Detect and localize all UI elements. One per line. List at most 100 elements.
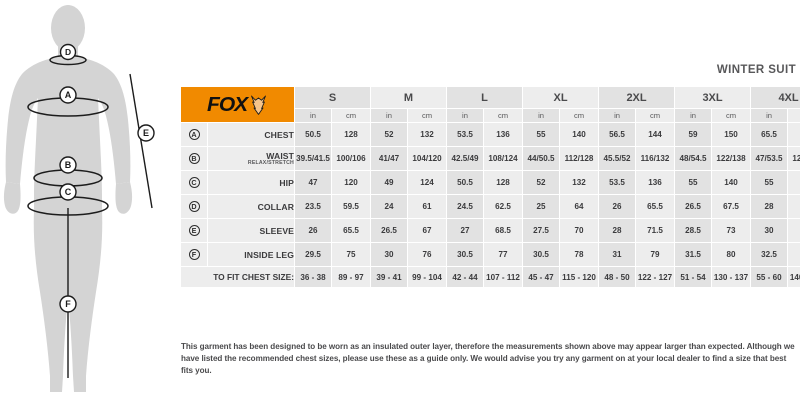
cell-hip-3xl-in: 55: [675, 171, 712, 194]
row-label-text: COLLAR: [257, 201, 294, 212]
cell-waist-s-in: 39.5/41.5: [295, 147, 331, 170]
cell-tofit-s-cm: 89 - 97: [332, 267, 370, 287]
row-marker-b: B: [181, 147, 207, 170]
row-label-text: HIP: [279, 177, 294, 188]
cell-tofit-3xl-in: 51 - 54: [675, 267, 712, 287]
size-header-m: M: [371, 87, 447, 108]
row-label-sleeve: SLEEVE: [208, 219, 294, 242]
cell-sleeve-2xl-in: 28: [599, 219, 636, 242]
svg-text:B: B: [65, 160, 72, 170]
cell-collar-2xl-in: 26: [599, 195, 636, 218]
svg-text:A: A: [65, 90, 72, 100]
row-label-text: CHEST: [264, 129, 294, 140]
cell-chest-m-cm: 132: [408, 123, 447, 146]
unit-xl-in: in: [523, 109, 560, 122]
cell-tofit-s-in: 36 - 38: [295, 267, 331, 287]
cell-hip-xl-in: 52: [523, 171, 560, 194]
cell-sleeve-4xl-cm: 76: [788, 219, 800, 242]
cell-waist-3xl-in: 48/54.5: [675, 147, 712, 170]
to-fit-chest-row: TO FIT CHEST SIZE: 36 - 38 89 - 97 39 - …: [181, 267, 800, 287]
unit-4xl-in: in: [751, 109, 788, 122]
row-label-inside-leg: INSIDE LEG: [208, 243, 294, 266]
cell-chest-m-in: 52: [371, 123, 407, 146]
cell-collar-3xl-in: 26.5: [675, 195, 712, 218]
svg-text:F: F: [65, 299, 71, 309]
cell-insideleg-xl-cm: 78: [560, 243, 599, 266]
marker-badge: F: [188, 249, 200, 260]
brand-wordmark: FOX: [207, 93, 248, 116]
cell-sleeve-l-in: 27: [447, 219, 484, 242]
unit-s-in: in: [295, 109, 331, 122]
size-header-4xl: 4XL: [751, 87, 800, 108]
cell-tofit-4xl-in: 55 - 60: [751, 267, 788, 287]
cell-insideleg-4xl-cm: 83: [788, 243, 800, 266]
unit-2xl-cm: cm: [636, 109, 675, 122]
cell-waist-s-cm: 100/106: [332, 147, 370, 170]
cell-waist-3xl-cm: 122/138: [712, 147, 751, 170]
unit-header-row: in cm in cm in cm in cm in cm in cm in c…: [181, 109, 800, 122]
row-marker-d: D: [181, 195, 207, 218]
figure-marker-D: D: [59, 43, 77, 61]
cell-insideleg-s-cm: 75: [332, 243, 370, 266]
cell-insideleg-m-in: 30: [371, 243, 407, 266]
cell-collar-s-in: 23.5: [295, 195, 331, 218]
row-label-text: WAIST: [266, 151, 294, 161]
figure-marker-E: E: [137, 124, 155, 142]
size-header-3xl: 3XL: [675, 87, 751, 108]
table-row: E SLEEVE 26 65.5 26.5 67 27 68.5 27.5 70…: [181, 219, 800, 242]
unit-m-cm: cm: [408, 109, 447, 122]
table-row: D COLLAR 23.5 59.5 24 61 24.5 62.5 25 64…: [181, 195, 800, 218]
figure-marker-F: F: [59, 295, 77, 313]
cell-chest-l-in: 53.5: [447, 123, 484, 146]
figure-marker-C: C: [59, 183, 77, 201]
size-header-2xl: 2XL: [599, 87, 675, 108]
cell-tofit-2xl-in: 48 - 50: [599, 267, 636, 287]
cell-chest-4xl-cm: 166: [788, 123, 800, 146]
unit-l-in: in: [447, 109, 484, 122]
cell-insideleg-2xl-cm: 79: [636, 243, 675, 266]
table-row: F INSIDE LEG 29.5 75 30 76 30.5 77 30.5 …: [181, 243, 800, 266]
sleeve-line: [129, 73, 153, 209]
brand-logo-cell[interactable]: FOX: [181, 87, 294, 122]
cell-chest-2xl-cm: 144: [636, 123, 675, 146]
cell-sleeve-s-cm: 65.5: [332, 219, 370, 242]
cell-waist-4xl-cm: 120/136: [788, 147, 800, 170]
cell-tofit-xl-in: 45 - 47: [523, 267, 560, 287]
cell-chest-3xl-in: 59: [675, 123, 712, 146]
cell-hip-m-in: 49: [371, 171, 407, 194]
unit-xl-cm: cm: [560, 109, 599, 122]
table-header: FOX S M L XL 2XL 3XL 4XL in: [181, 87, 800, 122]
figure-marker-badges: D A E B C: [59, 43, 155, 313]
cell-hip-3xl-cm: 140: [712, 171, 751, 194]
size-header-s: S: [295, 87, 370, 108]
cell-tofit-m-in: 39 - 41: [371, 267, 407, 287]
cell-hip-4xl-cm: 140: [788, 171, 800, 194]
cell-tofit-m-cm: 99 - 104: [408, 267, 447, 287]
cell-tofit-l-cm: 107 - 112: [484, 267, 523, 287]
table-row: A CHEST 50.5 128 52 132 53.5 136 55 140 …: [181, 123, 800, 146]
unit-s-cm: cm: [332, 109, 370, 122]
cell-waist-4xl-in: 47/53.5: [751, 147, 788, 170]
row-marker-c: C: [181, 171, 207, 194]
row-label-waist: WAIST RELAX/STRETCH: [208, 147, 294, 170]
marker-badge: E: [188, 225, 200, 236]
cell-waist-xl-cm: 112/128: [560, 147, 599, 170]
unit-3xl-in: in: [675, 109, 712, 122]
size-chart-table: FOX S M L XL 2XL 3XL 4XL in: [180, 86, 800, 288]
unit-l-cm: cm: [484, 109, 523, 122]
row-label-collar: COLLAR: [208, 195, 294, 218]
cell-sleeve-3xl-cm: 73: [712, 219, 751, 242]
marker-badge: C: [188, 177, 200, 188]
unit-2xl-in: in: [599, 109, 636, 122]
cell-hip-2xl-in: 53.5: [599, 171, 636, 194]
size-chart-panel: WINTER SUIT FOX: [178, 0, 800, 404]
cell-sleeve-m-in: 26.5: [371, 219, 407, 242]
row-sublabel-text: RELAX/STRETCH: [247, 160, 294, 166]
cell-insideleg-4xl-in: 32.5: [751, 243, 788, 266]
size-header-l: L: [447, 87, 523, 108]
cell-hip-l-in: 50.5: [447, 171, 484, 194]
cell-hip-xl-cm: 132: [560, 171, 599, 194]
table-row: C HIP 47 120 49 124 50.5 128 52 132 53.5…: [181, 171, 800, 194]
measurement-lines: [67, 73, 153, 378]
